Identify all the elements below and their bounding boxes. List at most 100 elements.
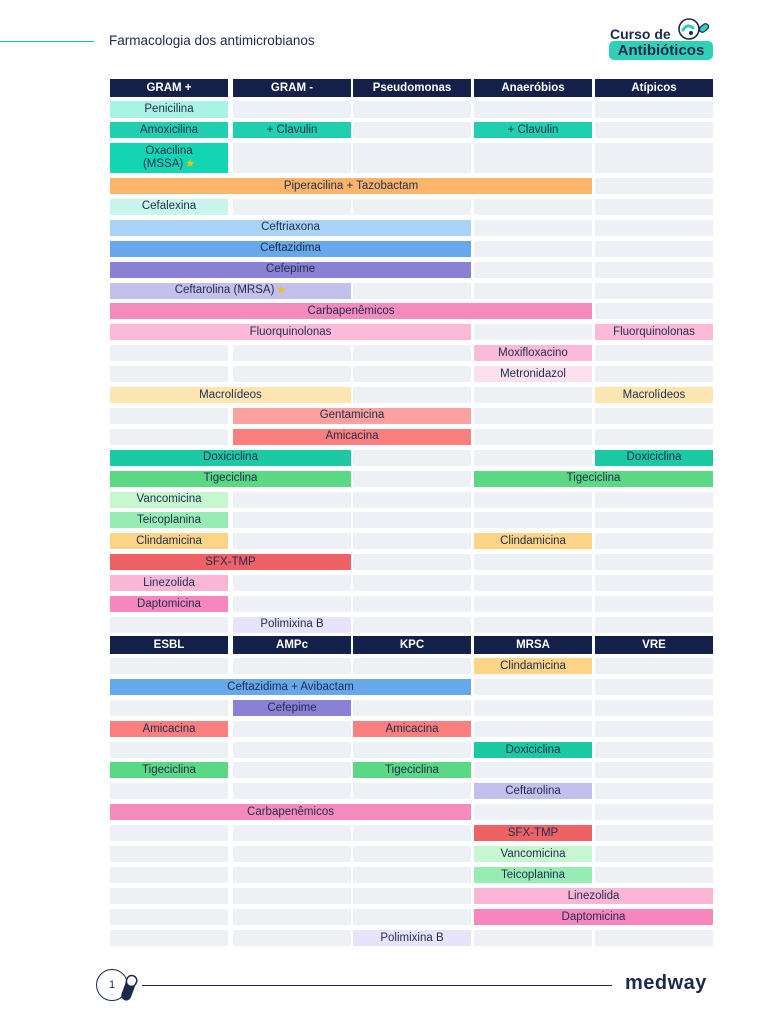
- drug-label: Metronidazol: [500, 367, 566, 380]
- empty-cell: [474, 143, 592, 173]
- empty-cell: [595, 554, 713, 571]
- empty-cell: [110, 658, 228, 674]
- empty-cell: [595, 240, 713, 257]
- drug-bar: Ceftarolina (MRSA) ★: [110, 282, 351, 299]
- brand-logo: medway: [625, 972, 707, 994]
- empty-cell: [353, 909, 471, 925]
- empty-cell: [353, 491, 471, 508]
- drug-label: Amicacina: [385, 722, 439, 735]
- drug-bar: Vancomicina: [474, 846, 592, 862]
- empty-cell: [353, 122, 471, 138]
- empty-cell: [474, 428, 592, 445]
- star-icon: ★: [185, 158, 196, 170]
- empty-cell: [595, 512, 713, 529]
- empty-cell: [595, 846, 713, 862]
- empty-cell: [233, 742, 351, 758]
- empty-cell: [595, 721, 713, 737]
- empty-cell: [474, 930, 592, 946]
- empty-cell: [474, 721, 592, 737]
- empty-cell: [595, 783, 713, 799]
- empty-cell: [595, 575, 713, 592]
- empty-cell: [474, 491, 592, 508]
- column-header: Anaeróbios: [474, 79, 592, 97]
- empty-cell: [595, 700, 713, 716]
- drug-bar: Ceftazidima + Avibactam: [110, 679, 471, 695]
- empty-cell: [353, 700, 471, 716]
- empty-cell: [110, 742, 228, 758]
- pill-icon: [118, 973, 140, 1008]
- drug-bar: Teicoplanina: [110, 512, 228, 529]
- empty-cell: [233, 491, 351, 508]
- drug-bar: Clindamicina: [474, 658, 592, 674]
- empty-cell: [233, 533, 351, 550]
- drug-label: Tigeciclina: [385, 763, 439, 776]
- drug-label: Doxiciclina: [203, 451, 258, 464]
- empty-cell: [595, 345, 713, 362]
- drug-bar: Clindamicina: [474, 533, 592, 550]
- empty-cell: [595, 762, 713, 778]
- empty-cell: [110, 867, 228, 883]
- empty-cell: [110, 616, 228, 633]
- empty-cell: [233, 658, 351, 674]
- drug-label: Polimixina B: [260, 618, 324, 631]
- empty-cell: [474, 240, 592, 257]
- empty-cell: [595, 122, 713, 138]
- drug-bar: Clindamicina: [110, 533, 228, 550]
- empty-cell: [353, 616, 471, 633]
- drug-label: Amicacina: [142, 722, 196, 735]
- empty-cell: [233, 596, 351, 612]
- drug-bar: Cefepime: [110, 261, 471, 278]
- empty-cell: [353, 742, 471, 758]
- column-header: GRAM +: [110, 79, 228, 97]
- empty-cell: [595, 261, 713, 278]
- drug-label: Clindamicina: [500, 659, 566, 672]
- empty-cell: [595, 198, 713, 215]
- document-title: Farmacologia dos antimicrobianos: [109, 33, 315, 48]
- drug-label: Carbapenêmicos: [307, 304, 395, 317]
- empty-cell: [474, 554, 592, 571]
- drug-label: Macrolídeos: [199, 388, 262, 401]
- drug-label: Tigeciclina: [203, 472, 258, 485]
- empty-cell: [595, 533, 713, 550]
- drug-bar: Carbapenêmicos: [110, 303, 592, 320]
- drug-label: Clindamicina: [500, 534, 566, 547]
- empty-cell: [233, 721, 351, 737]
- drug-bar: Carbapenêmicos: [110, 804, 471, 820]
- drug-bar: Doxiciclina: [110, 449, 351, 466]
- drug-label: Polimixina B: [380, 931, 444, 944]
- empty-cell: [474, 804, 592, 820]
- drug-label: Gentamicina: [319, 409, 385, 422]
- drug-label: Daptomicina: [561, 910, 626, 923]
- drug-label-qualifier: (MSSA): [142, 158, 184, 170]
- drug-label: Ceftazidima: [260, 242, 321, 255]
- drug-bar: Amicacina: [110, 721, 228, 737]
- logo-line1: Curso de: [610, 26, 671, 42]
- drug-label: Doxiciclina: [505, 743, 561, 756]
- drug-label: Daptomicina: [137, 597, 201, 610]
- empty-cell: [233, 345, 351, 362]
- empty-cell: [233, 867, 351, 883]
- empty-cell: [595, 303, 713, 320]
- empty-cell: [233, 762, 351, 778]
- empty-cell: [474, 219, 592, 236]
- drug-bar: Ceftarolina: [474, 783, 592, 799]
- empty-cell: [233, 143, 351, 173]
- empty-cell: [595, 867, 713, 883]
- drug-bar: Fluorquinolonas: [595, 324, 713, 341]
- empty-cell: [353, 867, 471, 883]
- empty-cell: [110, 366, 228, 383]
- drug-label: Clindamicina: [136, 534, 202, 547]
- empty-cell: [595, 407, 713, 424]
- empty-cell: [353, 554, 471, 571]
- empty-cell: [233, 825, 351, 841]
- empty-cell: [233, 909, 351, 925]
- drug-label: Ceftarolina: [505, 784, 561, 797]
- drug-bar: Tigeciclina: [353, 762, 471, 778]
- empty-cell: [595, 616, 713, 633]
- empty-cell: [595, 930, 713, 946]
- drug-label: SFX-TMP: [507, 826, 559, 839]
- drug-bar: Tigeciclina: [110, 762, 228, 778]
- drug-bar: Polimixina B: [353, 930, 471, 946]
- drug-label: Teicoplanina: [137, 513, 201, 526]
- drug-bar: SFX-TMP: [110, 554, 351, 571]
